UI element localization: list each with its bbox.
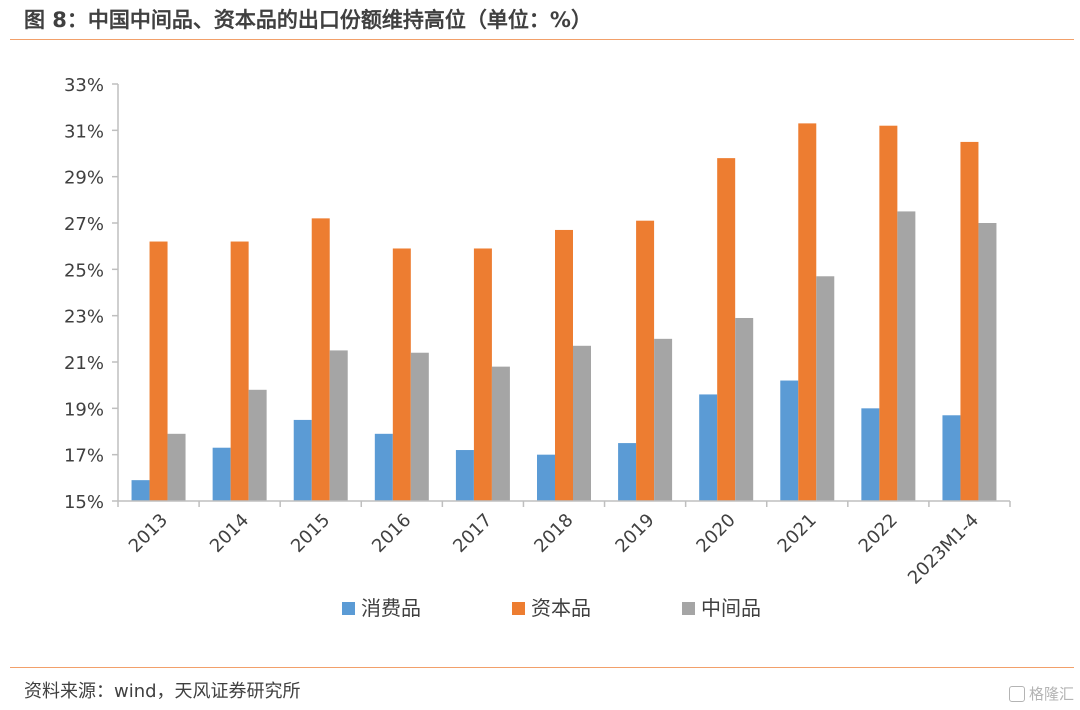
bar-intermediate-goods — [735, 317, 754, 501]
bar-consumer-goods — [293, 419, 312, 501]
watermark-logo-icon — [1008, 686, 1025, 702]
bar-intermediate-goods — [167, 433, 186, 501]
y-tick-label: 31% — [64, 121, 104, 142]
bar-capital-goods — [636, 220, 655, 501]
y-tick-label: 27% — [64, 214, 104, 235]
x-tick-label: 2018 — [530, 510, 577, 557]
bar-capital-goods — [473, 248, 492, 501]
bar-consumer-goods — [618, 443, 637, 501]
x-tick-label: 2022 — [855, 510, 902, 557]
legend-label: 资本品 — [531, 596, 591, 620]
x-tick-label: 2014 — [206, 510, 253, 557]
source-note: 资料来源：wind，天风证券研究所 — [24, 681, 301, 702]
x-tick-label: 2020 — [692, 510, 739, 557]
bar-intermediate-goods — [329, 350, 348, 501]
bar-intermediate-goods — [654, 338, 673, 501]
bar-intermediate-goods — [816, 276, 835, 501]
bar-capital-goods — [555, 229, 573, 501]
x-tick-label: 2019 — [611, 510, 658, 557]
y-tick-label: 15% — [64, 492, 104, 513]
bar-intermediate-goods — [410, 352, 429, 501]
bar-chart: 15%17%19%21%23%25%27%29%31%33% 2013 2014 2… — [64, 75, 1011, 620]
bar-capital-goods — [149, 241, 168, 502]
legend-label: 中间品 — [701, 596, 761, 620]
bar-capital-goods — [798, 123, 817, 501]
y-tick-label: 25% — [64, 260, 104, 281]
bars — [131, 123, 997, 502]
watermark-text: 格隆汇 — [1028, 685, 1074, 703]
chart-title: 图 8：中国中间品、资本品的出口份额维持高位（单位：%） — [24, 8, 592, 32]
bar-intermediate-goods — [897, 211, 916, 501]
bar-consumer-goods — [942, 415, 961, 501]
bar-intermediate-goods — [248, 389, 267, 501]
bar-capital-goods — [717, 158, 736, 501]
x-tick-label: 2023M1-4 — [904, 510, 983, 589]
y-tick-label: 29% — [64, 168, 104, 189]
legend-label: 消费品 — [361, 596, 421, 620]
x-tick-label: 2021 — [774, 510, 821, 557]
y-tick-label: 17% — [64, 446, 104, 467]
bar-capital-goods — [392, 248, 411, 501]
bar-capital-goods — [960, 141, 979, 501]
bar-consumer-goods — [780, 380, 799, 501]
x-axis: 2013 2014 2015 2016 2017 2018 2019 2020 2021 2022… — [117, 500, 1011, 589]
bar-consumer-goods — [455, 450, 474, 501]
bar-consumer-goods — [212, 447, 231, 501]
watermark: 格隆汇 — [1008, 682, 1074, 706]
legend: 消费品 资本品 中间品 — [342, 596, 761, 620]
bar-consumer-goods — [374, 433, 393, 501]
legend-swatch — [342, 602, 355, 615]
title-divider — [10, 39, 1074, 40]
bar-consumer-goods — [131, 480, 150, 501]
x-tick-label: 2016 — [368, 510, 415, 557]
legend-swatch — [682, 602, 695, 615]
source-divider — [10, 667, 1074, 668]
bar-intermediate-goods — [573, 345, 591, 501]
x-tick-label: 2017 — [449, 510, 496, 557]
bar-consumer-goods — [537, 454, 555, 501]
x-tick-label: 2013 — [125, 510, 172, 557]
y-tick-label: 19% — [64, 399, 104, 420]
bar-intermediate-goods — [978, 223, 997, 501]
x-tick-label: 2015 — [287, 510, 334, 557]
bar-intermediate-goods — [491, 366, 510, 501]
legend-swatch — [512, 602, 525, 615]
bar-capital-goods — [311, 218, 330, 501]
bar-consumer-goods — [861, 408, 880, 501]
bar-capital-goods — [230, 241, 249, 502]
y-tick-label: 21% — [64, 353, 104, 374]
y-axis: 15% 17% 19% 21% 23% 25% 27% 29% 31% 33% — [64, 75, 119, 513]
bar-capital-goods — [879, 125, 898, 501]
bar-consumer-goods — [699, 394, 718, 501]
y-tick-label: 33% — [64, 75, 104, 96]
y-tick-label: 23% — [64, 307, 104, 328]
